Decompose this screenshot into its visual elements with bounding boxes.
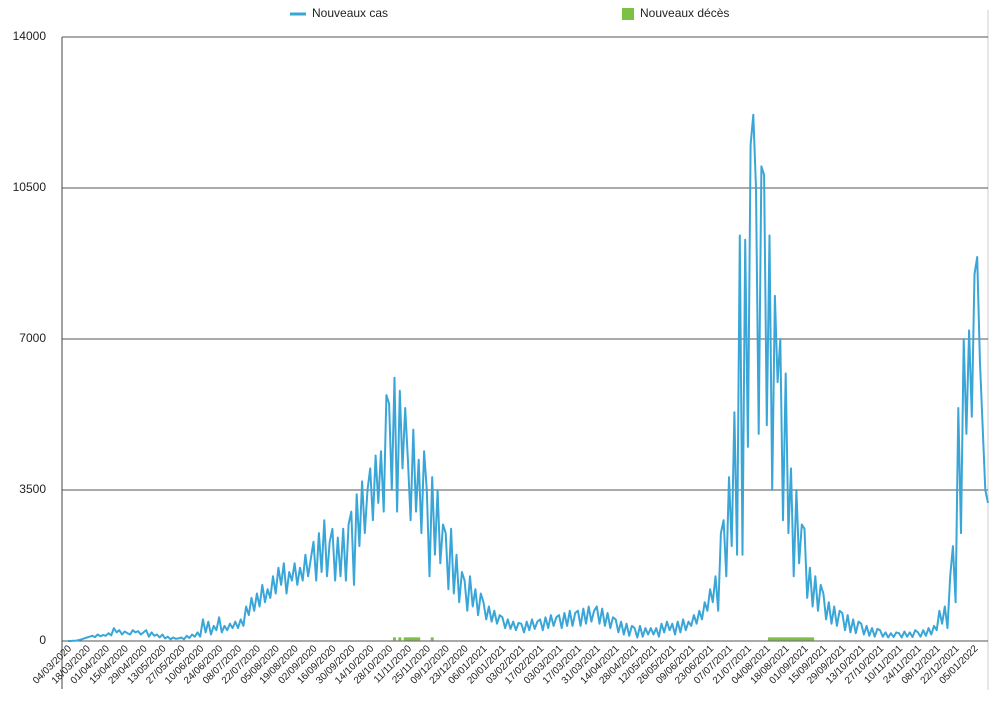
y-tick-label: 3500 <box>19 482 46 496</box>
death-marker <box>776 637 780 641</box>
series-line <box>68 113 989 642</box>
death-marker <box>409 637 413 641</box>
legend-label: Nouveaux cas <box>312 6 388 20</box>
death-marker <box>430 637 434 641</box>
y-tick-label: 0 <box>39 633 46 647</box>
death-marker <box>414 637 418 641</box>
death-marker <box>789 637 793 641</box>
y-tick-label: 7000 <box>19 331 46 345</box>
death-marker <box>805 637 809 641</box>
death-marker <box>770 637 774 641</box>
death-marker <box>784 637 788 641</box>
y-tick-label: 14000 <box>13 29 47 43</box>
legend-label: Nouveaux décès <box>640 6 729 20</box>
death-marker <box>767 637 771 641</box>
death-marker <box>797 637 801 641</box>
death-marker <box>778 637 782 641</box>
death-marker <box>398 637 402 641</box>
death-marker <box>794 637 798 641</box>
death-marker <box>392 637 396 641</box>
death-marker <box>411 637 415 641</box>
death-marker <box>773 637 777 641</box>
death-marker <box>786 637 790 641</box>
death-marker <box>406 637 410 641</box>
death-marker <box>792 637 796 641</box>
death-marker <box>800 637 804 641</box>
death-marker <box>811 637 815 641</box>
death-marker <box>808 637 812 641</box>
y-tick-label: 10500 <box>13 180 47 194</box>
death-marker <box>803 637 807 641</box>
legend-swatch <box>622 8 634 20</box>
death-marker <box>781 637 785 641</box>
death-marker <box>417 637 421 641</box>
death-marker <box>403 637 407 641</box>
